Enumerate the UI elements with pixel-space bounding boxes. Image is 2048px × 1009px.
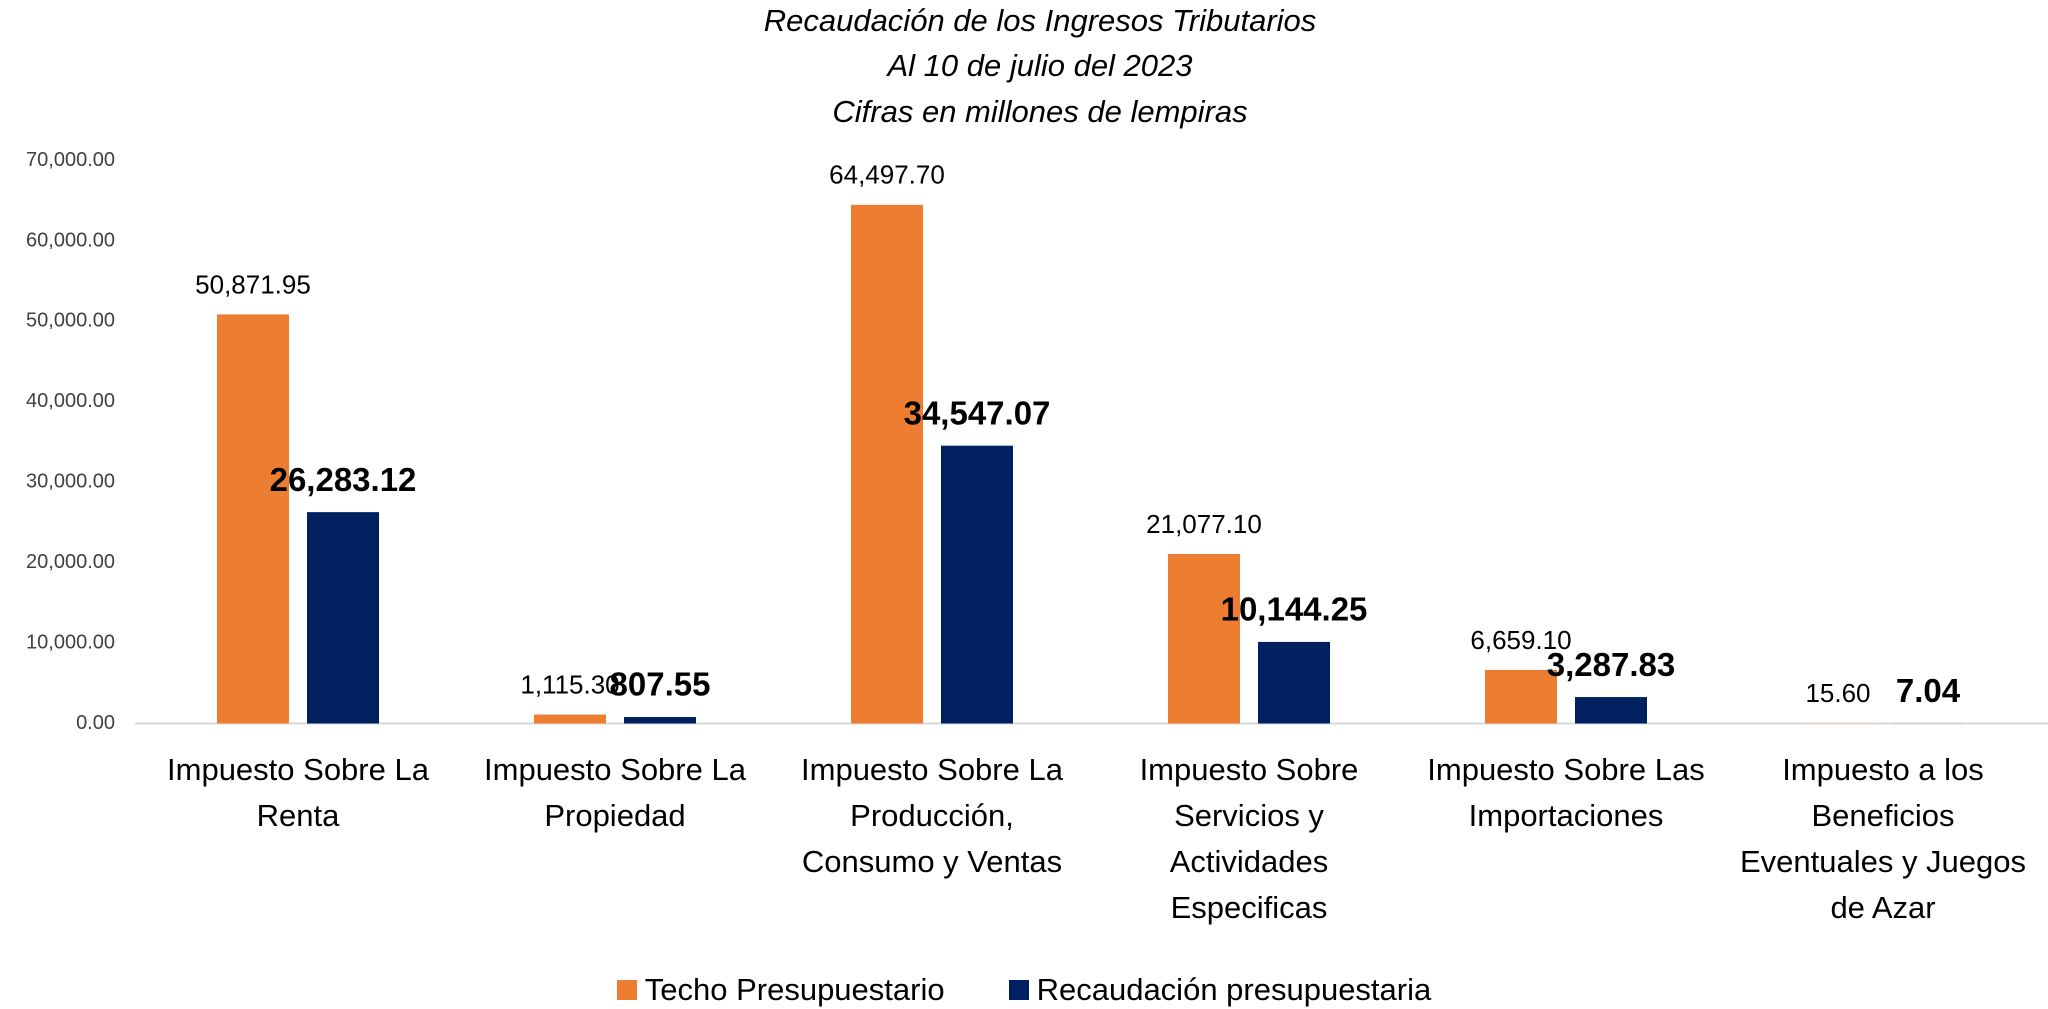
bar xyxy=(217,314,289,724)
y-tick-label: 20,000.00 xyxy=(26,551,115,573)
data-label: 64,497.70 xyxy=(829,160,945,190)
x-tick-label: Impuesto Sobre La Producción, Consumo y … xyxy=(801,752,1063,879)
legend: Techo Presupuestario Recaudación presupue… xyxy=(0,972,2048,1008)
data-label: 34,547.07 xyxy=(904,394,1051,431)
x-tick-label: Impuesto Sobre La Renta xyxy=(167,752,429,833)
data-label: 1,115.30 xyxy=(520,669,619,699)
y-tick-label: 0.00 xyxy=(76,712,115,734)
data-label: 7.04 xyxy=(1896,672,1961,709)
data-label: 50,871.95 xyxy=(195,269,311,299)
legend-label: Recaudación presupuestaria xyxy=(1036,972,1432,1007)
bar xyxy=(1575,697,1647,724)
legend-item: Techo Presupuestario xyxy=(616,972,945,1008)
bar xyxy=(1258,641,1330,724)
chart-subtitle: Cifras en millones de lempiras xyxy=(832,94,1247,129)
bar xyxy=(534,714,606,724)
data-label: 21,077.10 xyxy=(1146,509,1262,539)
y-tick-label: 40,000.00 xyxy=(26,390,115,412)
y-tick-label: 70,000.00 xyxy=(26,149,115,171)
x-tick-label: Impuesto Sobre Servicios y Actividades E… xyxy=(1139,752,1359,925)
data-label: 6,659.10 xyxy=(1470,625,1571,655)
legend-label: Techo Presupuestario xyxy=(644,972,945,1007)
y-tick-label: 10,000.00 xyxy=(26,631,115,653)
chart-title: Recaudación de los Ingresos Tributarios xyxy=(764,3,1317,38)
bar xyxy=(307,512,379,724)
legend-swatch xyxy=(1008,980,1029,1000)
bar xyxy=(624,717,696,724)
legend-swatch xyxy=(616,980,637,1000)
data-label: 10,144.25 xyxy=(1221,591,1368,628)
bar xyxy=(851,204,923,724)
bar xyxy=(1168,554,1240,724)
x-tick-label: Impuesto Sobre Las Importaciones xyxy=(1427,752,1705,833)
data-label: 807.55 xyxy=(610,666,711,703)
data-label: 26,283.12 xyxy=(270,461,417,498)
y-tick-label: 30,000.00 xyxy=(26,471,115,493)
x-tick-label: Impuesto a los Beneficios Eventuales y J… xyxy=(1739,752,2027,925)
bar xyxy=(941,445,1013,724)
y-tick-label: 50,000.00 xyxy=(26,310,115,332)
chart-subtitle: Al 10 de julio del 2023 xyxy=(885,48,1192,83)
bar xyxy=(1485,669,1557,724)
x-tick-label: Impuesto Sobre La Propiedad xyxy=(484,752,746,833)
data-label: 3,287.83 xyxy=(1547,646,1675,683)
y-tick-label: 60,000.00 xyxy=(26,229,115,251)
legend-item: Recaudación presupuestaria xyxy=(1008,972,1432,1008)
data-label: 15.60 xyxy=(1805,678,1870,708)
